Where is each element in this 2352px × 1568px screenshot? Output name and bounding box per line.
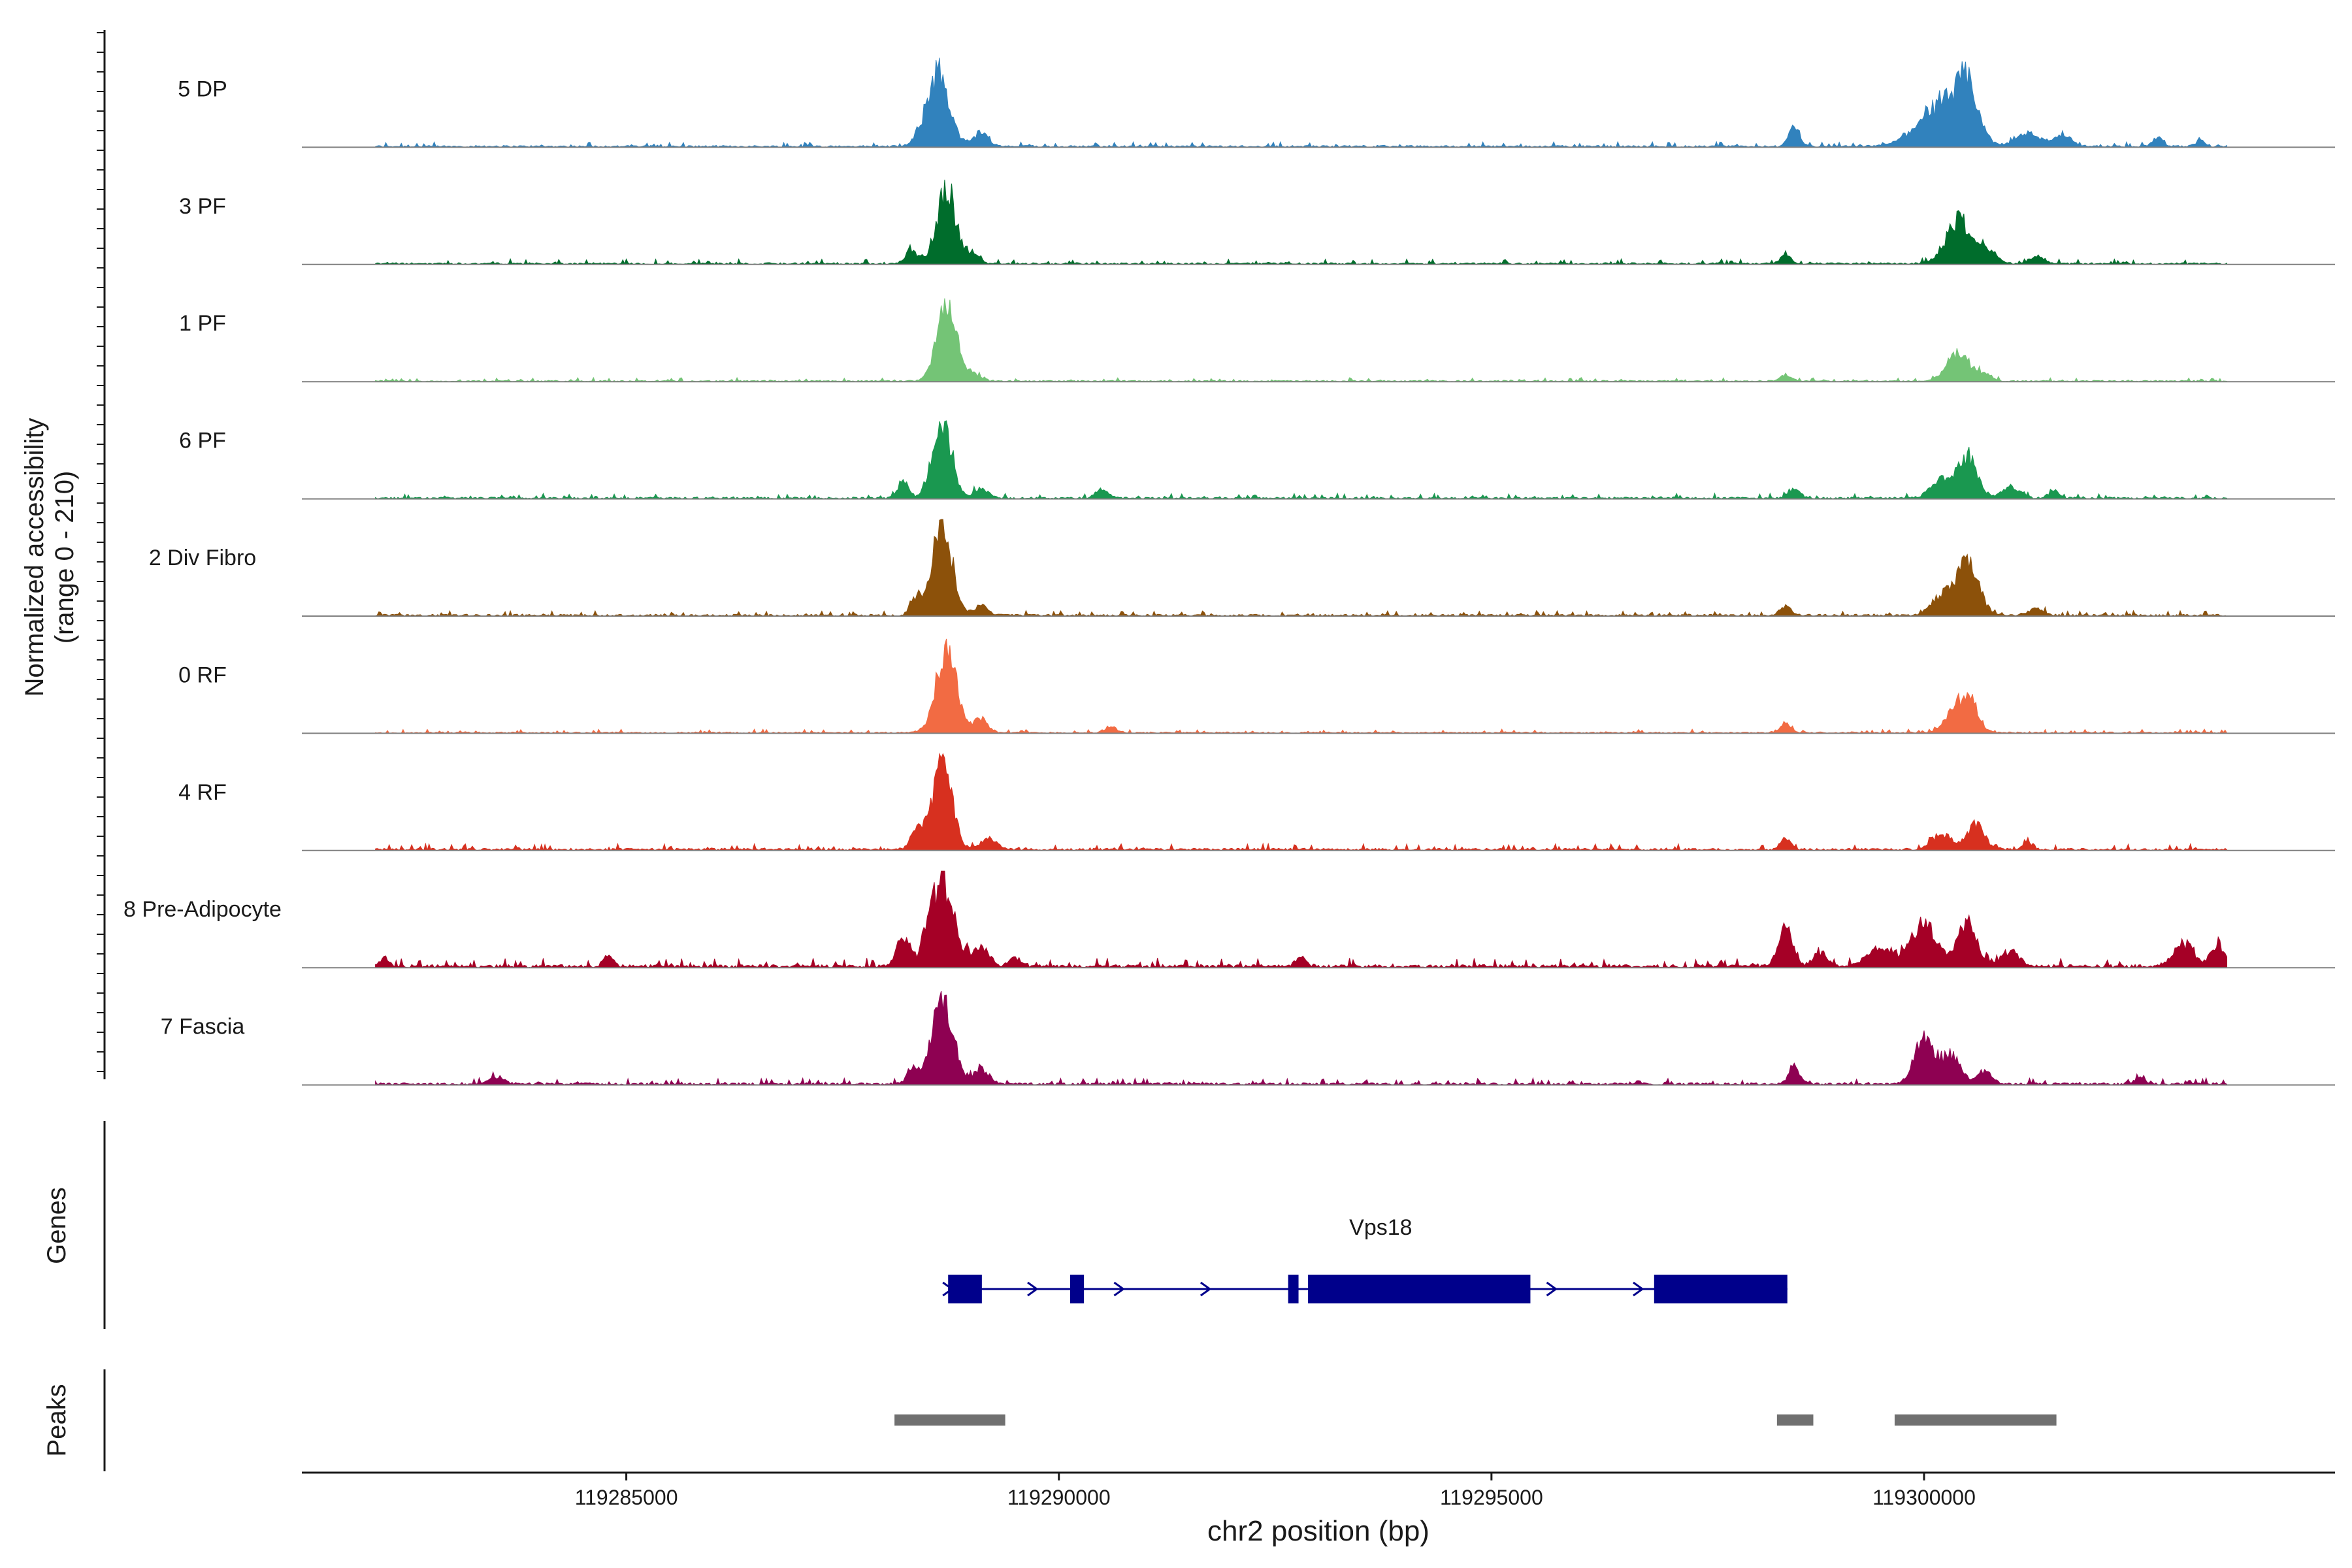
- gene-strand-arrow: [1200, 1281, 1212, 1297]
- coverage-y-title: Normalized accessibility (range 0 - 210): [20, 418, 79, 697]
- y-title-line2: (range 0 - 210): [50, 471, 79, 644]
- track-1: 5 DP: [178, 57, 2335, 148]
- x-tick-label: 119290000: [1007, 1486, 1111, 1509]
- track-label: 2 Div Fibro: [149, 546, 256, 570]
- track-label: 4 RF: [178, 780, 227, 805]
- peak-region: [894, 1414, 1005, 1426]
- track-8: 8 Pre-Adipocyte: [123, 870, 2335, 969]
- track-coverage-area: [375, 57, 2227, 148]
- genes-panel-title: Genes: [42, 1187, 71, 1264]
- gene-strand-arrow: [1113, 1281, 1126, 1297]
- x-tick-label: 119295000: [1440, 1486, 1543, 1509]
- track-7: 4 RF: [178, 752, 2335, 852]
- x-tick-label: 119300000: [1872, 1486, 1976, 1509]
- track-coverage-area: [375, 990, 2227, 1086]
- track-label: 1 PF: [179, 311, 226, 336]
- track-coverage-area: [375, 638, 2227, 734]
- track-6: 0 RF: [178, 638, 2335, 734]
- x-axis-title: chr2 position (bp): [1207, 1515, 1429, 1547]
- coverage-tracks: 5 DP 3 PF 1 PF 6 PF 2 Div Fibro 0 RF 4 RF 8 Pre…: [123, 57, 2335, 1086]
- gene-strand-arrow: [1633, 1281, 1644, 1297]
- y-title-line1: Normalized accessibility: [20, 418, 49, 697]
- track-label: 7 Fascia: [161, 1015, 245, 1039]
- track-4: 6 PF: [179, 420, 2335, 500]
- track-9: 7 Fascia: [161, 990, 2335, 1086]
- gene-strand-arrow: [1027, 1281, 1039, 1297]
- x-axis-ticks: 119285000 119290000 119295000 119300000: [575, 1473, 1976, 1509]
- coverage-y-ticks: [97, 32, 105, 1072]
- gene-exon: [1288, 1275, 1299, 1303]
- track-label: 0 RF: [178, 662, 227, 687]
- gene-exon: [948, 1275, 982, 1303]
- track-2: 3 PF: [179, 180, 2335, 265]
- track-coverage-area: [375, 752, 2227, 852]
- peak-region: [1894, 1414, 2057, 1426]
- gene-name: Vps18: [1349, 1215, 1412, 1240]
- gene-exon: [1070, 1275, 1085, 1303]
- x-tick-label: 119285000: [575, 1486, 678, 1509]
- track-5: 2 Div Fibro: [149, 519, 2335, 617]
- track-coverage-area: [375, 870, 2227, 969]
- peak-region: [1776, 1414, 1814, 1426]
- track-label: 8 Pre-Adipocyte: [123, 897, 282, 922]
- gene-exon: [1654, 1275, 1788, 1303]
- peak-track: [894, 1414, 2057, 1426]
- track-label: 6 PF: [179, 429, 226, 453]
- gene-exon: [1308, 1275, 1531, 1303]
- track-3: 1 PF: [179, 298, 2335, 383]
- peaks-panel-title: Peaks: [42, 1384, 71, 1456]
- gene-strand-arrow: [1546, 1281, 1558, 1297]
- track-label: 3 PF: [179, 194, 226, 219]
- track-label: 5 DP: [178, 76, 227, 101]
- gene-track: Vps18: [942, 1215, 1788, 1303]
